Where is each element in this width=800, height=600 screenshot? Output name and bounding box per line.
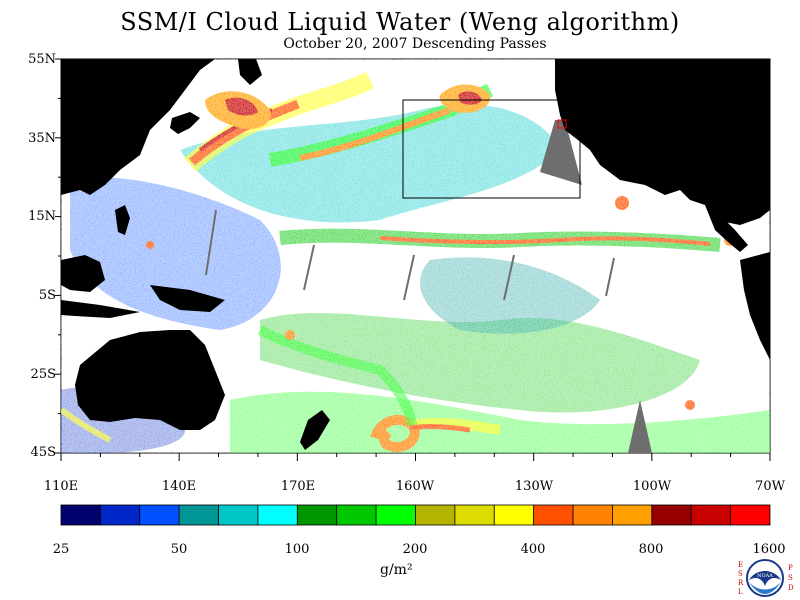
logo-letter-right: S xyxy=(788,574,793,582)
colorbar-tick-label: 1600 xyxy=(752,542,786,557)
lon-tick-label: 140E xyxy=(161,479,197,494)
land-south-america xyxy=(740,252,770,360)
colorbar-swatch xyxy=(139,504,180,526)
logo-letter-left: E xyxy=(738,561,743,569)
land-philippines xyxy=(115,205,130,235)
lat-tick-label: 55N xyxy=(28,52,56,67)
noaa-logo-bird xyxy=(749,571,781,586)
colorbar-tick-label: 25 xyxy=(52,542,70,557)
lat-tick-label: 45S xyxy=(30,445,56,460)
logo-letter-right: D xyxy=(788,584,794,592)
lon-tick-label: 110E xyxy=(43,479,79,494)
land-north-america xyxy=(555,59,770,225)
logo-letter-left: S xyxy=(738,570,743,578)
swath-gap xyxy=(303,244,315,291)
region-box xyxy=(402,99,581,199)
logo-letter-right: P xyxy=(788,564,793,572)
lon-tick-label: 70W xyxy=(755,479,785,494)
axis-ticks xyxy=(55,58,771,461)
colorbar-tick-label: 200 xyxy=(402,542,428,557)
land-central-america xyxy=(705,205,748,252)
no-data-region-california xyxy=(540,120,582,185)
colorbar-swatch xyxy=(296,504,338,526)
logo-letter-left: L xyxy=(738,588,743,596)
land-new-zealand xyxy=(300,410,330,450)
colorbar-swatch xyxy=(218,504,259,526)
swath-gap xyxy=(503,254,515,301)
colorbar-swatch xyxy=(60,504,101,526)
colorbar-swatch xyxy=(690,504,732,526)
map-subtitle: October 20, 2007 Descending Passes xyxy=(283,36,547,52)
colorbar-swatch xyxy=(257,504,298,526)
colorbar-swatch xyxy=(415,504,456,526)
noaa-logo: NOAA E S R L P S D xyxy=(738,559,794,597)
swath-gap xyxy=(605,257,615,297)
lon-tick-label: 100W xyxy=(632,479,672,494)
lat-tick-label: 35N xyxy=(28,131,56,146)
colorbar-swatch xyxy=(375,504,416,526)
colorbar-tick-label: 100 xyxy=(284,542,310,557)
swath-gap xyxy=(205,209,217,276)
lat-tick-label: 15N xyxy=(28,209,56,224)
lat-tick-label: 25S xyxy=(30,367,56,382)
marker-box xyxy=(557,119,567,129)
colorbar-tick-label: 800 xyxy=(638,542,664,557)
colorbar-swatch xyxy=(651,504,692,526)
colorbar-swatch xyxy=(493,504,535,526)
logo-letter-left: R xyxy=(738,579,744,587)
colorbar-swatch xyxy=(730,504,771,526)
land-japan xyxy=(170,112,200,134)
land-indonesia xyxy=(61,300,140,318)
lon-tick-label: 160W xyxy=(395,479,435,494)
lat-tick-label: 5S xyxy=(38,288,56,303)
land-borneo xyxy=(61,255,105,292)
lon-tick-label: 130W xyxy=(514,479,554,494)
land-asia xyxy=(61,59,215,195)
colorbar-swatch xyxy=(612,504,653,526)
colorbar-tick-label: 50 xyxy=(170,542,188,557)
colorbar-swatch xyxy=(572,504,613,526)
map-title: SSM/I Cloud Liquid Water (Weng algorithm… xyxy=(120,8,680,36)
colorbar-tick-label: 400 xyxy=(520,542,546,557)
noaa-logo-water xyxy=(749,582,781,594)
colorbar-swatch xyxy=(454,504,495,526)
colorbar-units: g/m² xyxy=(380,562,413,578)
colorbar-swatch xyxy=(533,504,574,526)
land-masses xyxy=(61,59,770,450)
land-kamchatka xyxy=(238,59,262,85)
land-australia xyxy=(75,330,225,430)
swath-gap xyxy=(403,254,415,301)
colorbar-swatch xyxy=(336,504,377,526)
colorbar xyxy=(60,504,771,526)
land-new-guinea xyxy=(150,285,225,312)
lon-tick-label: 170E xyxy=(280,479,316,494)
colorbar-swatch xyxy=(99,504,141,526)
noaa-logo-name: NOAA xyxy=(757,573,773,579)
no-data-region-south-america xyxy=(628,400,652,453)
colorbar-swatch xyxy=(178,504,219,526)
